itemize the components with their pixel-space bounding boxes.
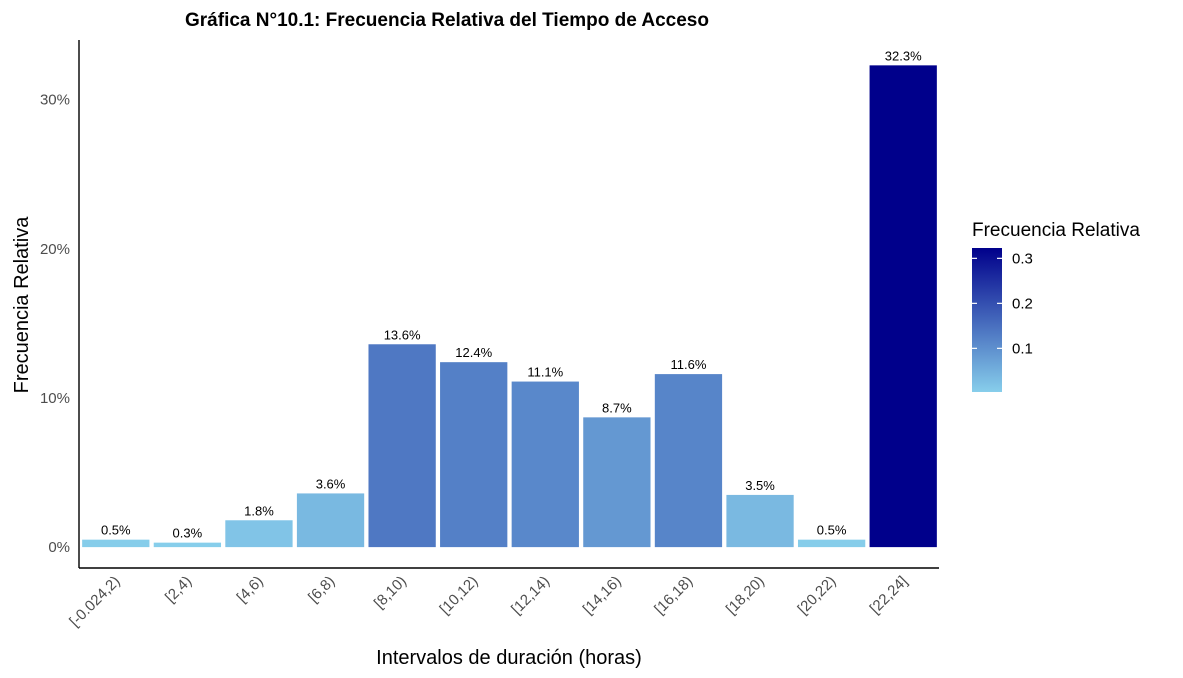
legend: Frecuencia Relativa 0.1 0.2 0.3 [972,220,1140,392]
bar [797,539,866,548]
data-labels: 0.5% 0.3% 1.8% 3.6% 13.6% 12.4% 11.1% 8.7% 11.6%… [101,48,922,540]
data-label: 8.7% [602,400,632,415]
data-label: 1.8% [244,503,274,518]
x-tick-label: [14,16) [580,573,625,618]
x-tick-label: [4,6) [234,573,267,606]
y-axis-title: Frecuencia Relativa [11,216,33,394]
data-label: 0.5% [817,523,847,538]
x-tick-label: [22,24] [867,573,911,617]
x-tick-label: [12,14) [508,573,553,618]
legend-tick-label: 0.1 [1012,340,1033,357]
legend-colorbar [972,248,1002,392]
bars [82,65,937,548]
x-tick-label: [8,10) [371,573,410,612]
bar [225,520,293,548]
x-axis-title: Intervalos de duración (horas) [376,647,642,669]
y-axis-ticks: 0% 10% 20% 30% [40,92,70,556]
x-axis-ticks: [-0.024,2) [2,4) [4,6) [6,8) [8,10) [10,12) [1… [66,573,911,630]
data-label: 0.5% [101,523,131,538]
x-tick-label: [-0.024,2) [66,573,123,630]
y-tick-label: 0% [48,539,70,556]
data-label: 0.3% [173,526,203,541]
legend-tick-label: 0.2 [1012,295,1033,312]
bar [583,417,651,548]
x-tick-label: [6,8) [305,573,338,606]
data-label: 32.3% [885,48,922,63]
bar [726,494,794,548]
x-tick-label: [2,4) [162,573,195,606]
bar [153,542,222,548]
data-label: 13.6% [384,327,421,342]
y-tick-label: 10% [40,390,70,407]
data-label: 3.5% [745,478,775,493]
bar [296,493,365,548]
data-label: 3.6% [316,476,346,491]
data-label: 11.6% [671,357,707,372]
data-label: 12.4% [455,345,492,360]
bar [869,65,937,548]
y-tick-label: 30% [40,92,70,109]
bar [440,362,508,548]
x-tick-label: [20,22) [794,573,839,618]
chart-title: Gráfica N°10.1: Frecuencia Relativa del … [185,10,709,31]
legend-ticks: 0.1 0.2 0.3 [972,250,1033,357]
y-tick-label: 20% [40,241,70,258]
x-tick-label: [10,12) [436,573,481,618]
x-tick-label: [18,20) [723,573,768,618]
bar [654,374,723,548]
bar [368,344,436,548]
bar [511,381,579,548]
legend-title: Frecuencia Relativa [972,220,1140,241]
bar [82,539,150,548]
x-tick-label: [16,18) [651,573,696,618]
data-label: 11.1% [527,365,563,380]
legend-tick-label: 0.3 [1012,250,1033,267]
